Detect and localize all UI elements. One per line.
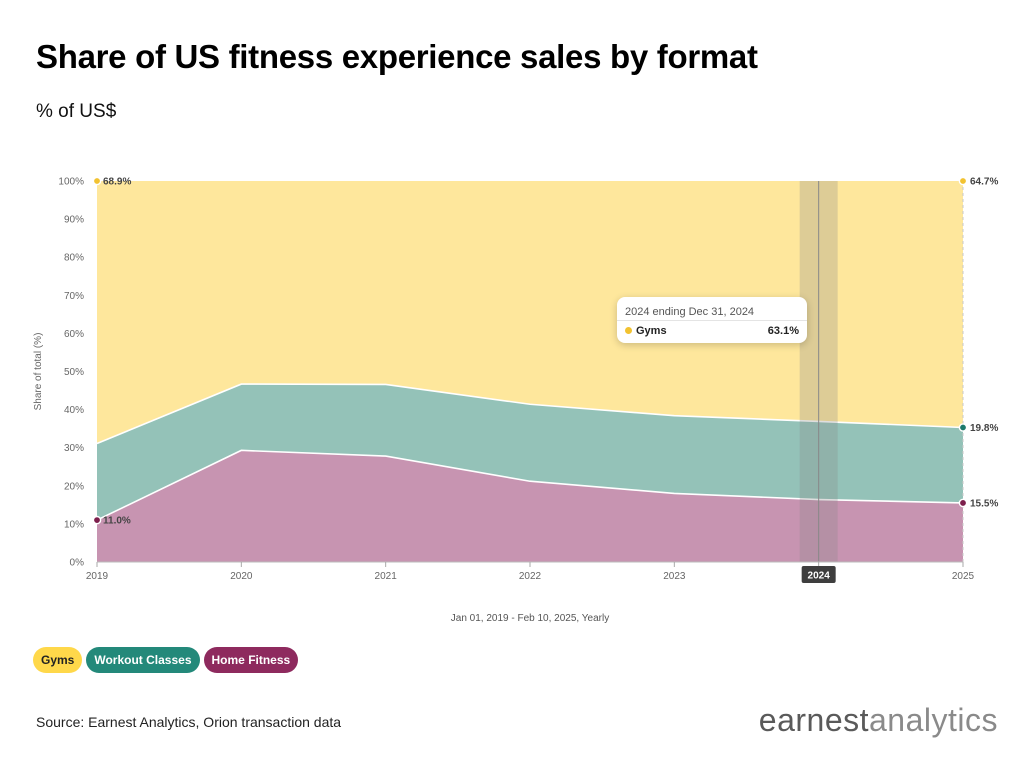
x-tick-label: 2021 bbox=[375, 571, 398, 582]
x-tick-label: 2020 bbox=[230, 571, 253, 582]
x-tick-label: 2025 bbox=[952, 571, 975, 582]
area-workout-classes bbox=[97, 384, 963, 521]
end-label-right: 19.8% bbox=[970, 423, 998, 434]
tooltip-divider bbox=[617, 320, 807, 321]
legend-item-home-fitness[interactable]: Home Fitness bbox=[203, 647, 299, 673]
end-label-right: 15.5% bbox=[970, 498, 998, 509]
x-tick-label: 2019 bbox=[86, 571, 109, 582]
x-tick-highlight-box bbox=[801, 566, 836, 583]
tooltip-header: 2024 ending Dec 31, 2024 bbox=[625, 306, 755, 318]
x-axis-label: Jan 01, 2019 - Feb 10, 2025, Yearly bbox=[451, 613, 609, 624]
x-tick-label-highlighted: 2024 bbox=[808, 571, 831, 582]
end-point-left bbox=[92, 515, 102, 525]
y-axis-label: Share of total (%) bbox=[33, 333, 44, 411]
legend: Gyms Workout Classes Home Fitness bbox=[33, 647, 299, 673]
tooltip-series-value: 63.1% bbox=[767, 325, 799, 337]
end-point-left bbox=[92, 176, 102, 186]
end-point-right bbox=[958, 423, 968, 432]
source-note: Source: Earnest Analytics, Orion transac… bbox=[36, 714, 342, 730]
x-tick-label: 2023 bbox=[663, 571, 686, 582]
tooltip-series-name: Gyms bbox=[636, 325, 667, 337]
chart-title: Share of US fitness experience sales by … bbox=[36, 38, 758, 75]
end-point-right bbox=[958, 176, 968, 186]
area-home-fitness bbox=[97, 450, 963, 562]
hover-tooltip: 2024 ending Dec 31, 2024 Gyms 63.1% bbox=[617, 297, 807, 343]
end-label-left: 68.9% bbox=[103, 177, 131, 188]
y-tick-label: 10% bbox=[64, 519, 84, 530]
y-tick-label: 40% bbox=[64, 405, 84, 416]
y-tick-label: 80% bbox=[64, 253, 84, 264]
y-tick-label: 70% bbox=[64, 291, 84, 302]
y-tick-label: 100% bbox=[58, 177, 84, 188]
y-tick-label: 90% bbox=[64, 215, 84, 226]
chart-subtitle: % of US$ bbox=[36, 101, 117, 122]
y-tick-label: 50% bbox=[64, 367, 84, 378]
end-label-left: 11.0% bbox=[103, 516, 131, 527]
legend-item-gyms[interactable]: Gyms bbox=[33, 647, 83, 673]
end-label-right: 64.7% bbox=[970, 177, 998, 188]
y-tick-label: 20% bbox=[64, 481, 84, 492]
area-chart[interactable]: 0% 10% 20% 30% 40% 50% 60% 70% 80% 90% 100% 2019 202… bbox=[0, 0, 1024, 640]
brand-logo: earnestanalytics bbox=[758, 702, 998, 738]
area-gyms bbox=[97, 181, 963, 444]
y-tick-label: 0% bbox=[70, 558, 85, 569]
x-tick-label: 2022 bbox=[519, 571, 542, 582]
tooltip-series-dot bbox=[625, 327, 632, 334]
y-tick-label: 60% bbox=[64, 329, 84, 340]
legend-item-workout-classes[interactable]: Workout Classes bbox=[86, 647, 200, 673]
end-point-right bbox=[958, 498, 968, 508]
y-tick-label: 30% bbox=[64, 443, 84, 454]
